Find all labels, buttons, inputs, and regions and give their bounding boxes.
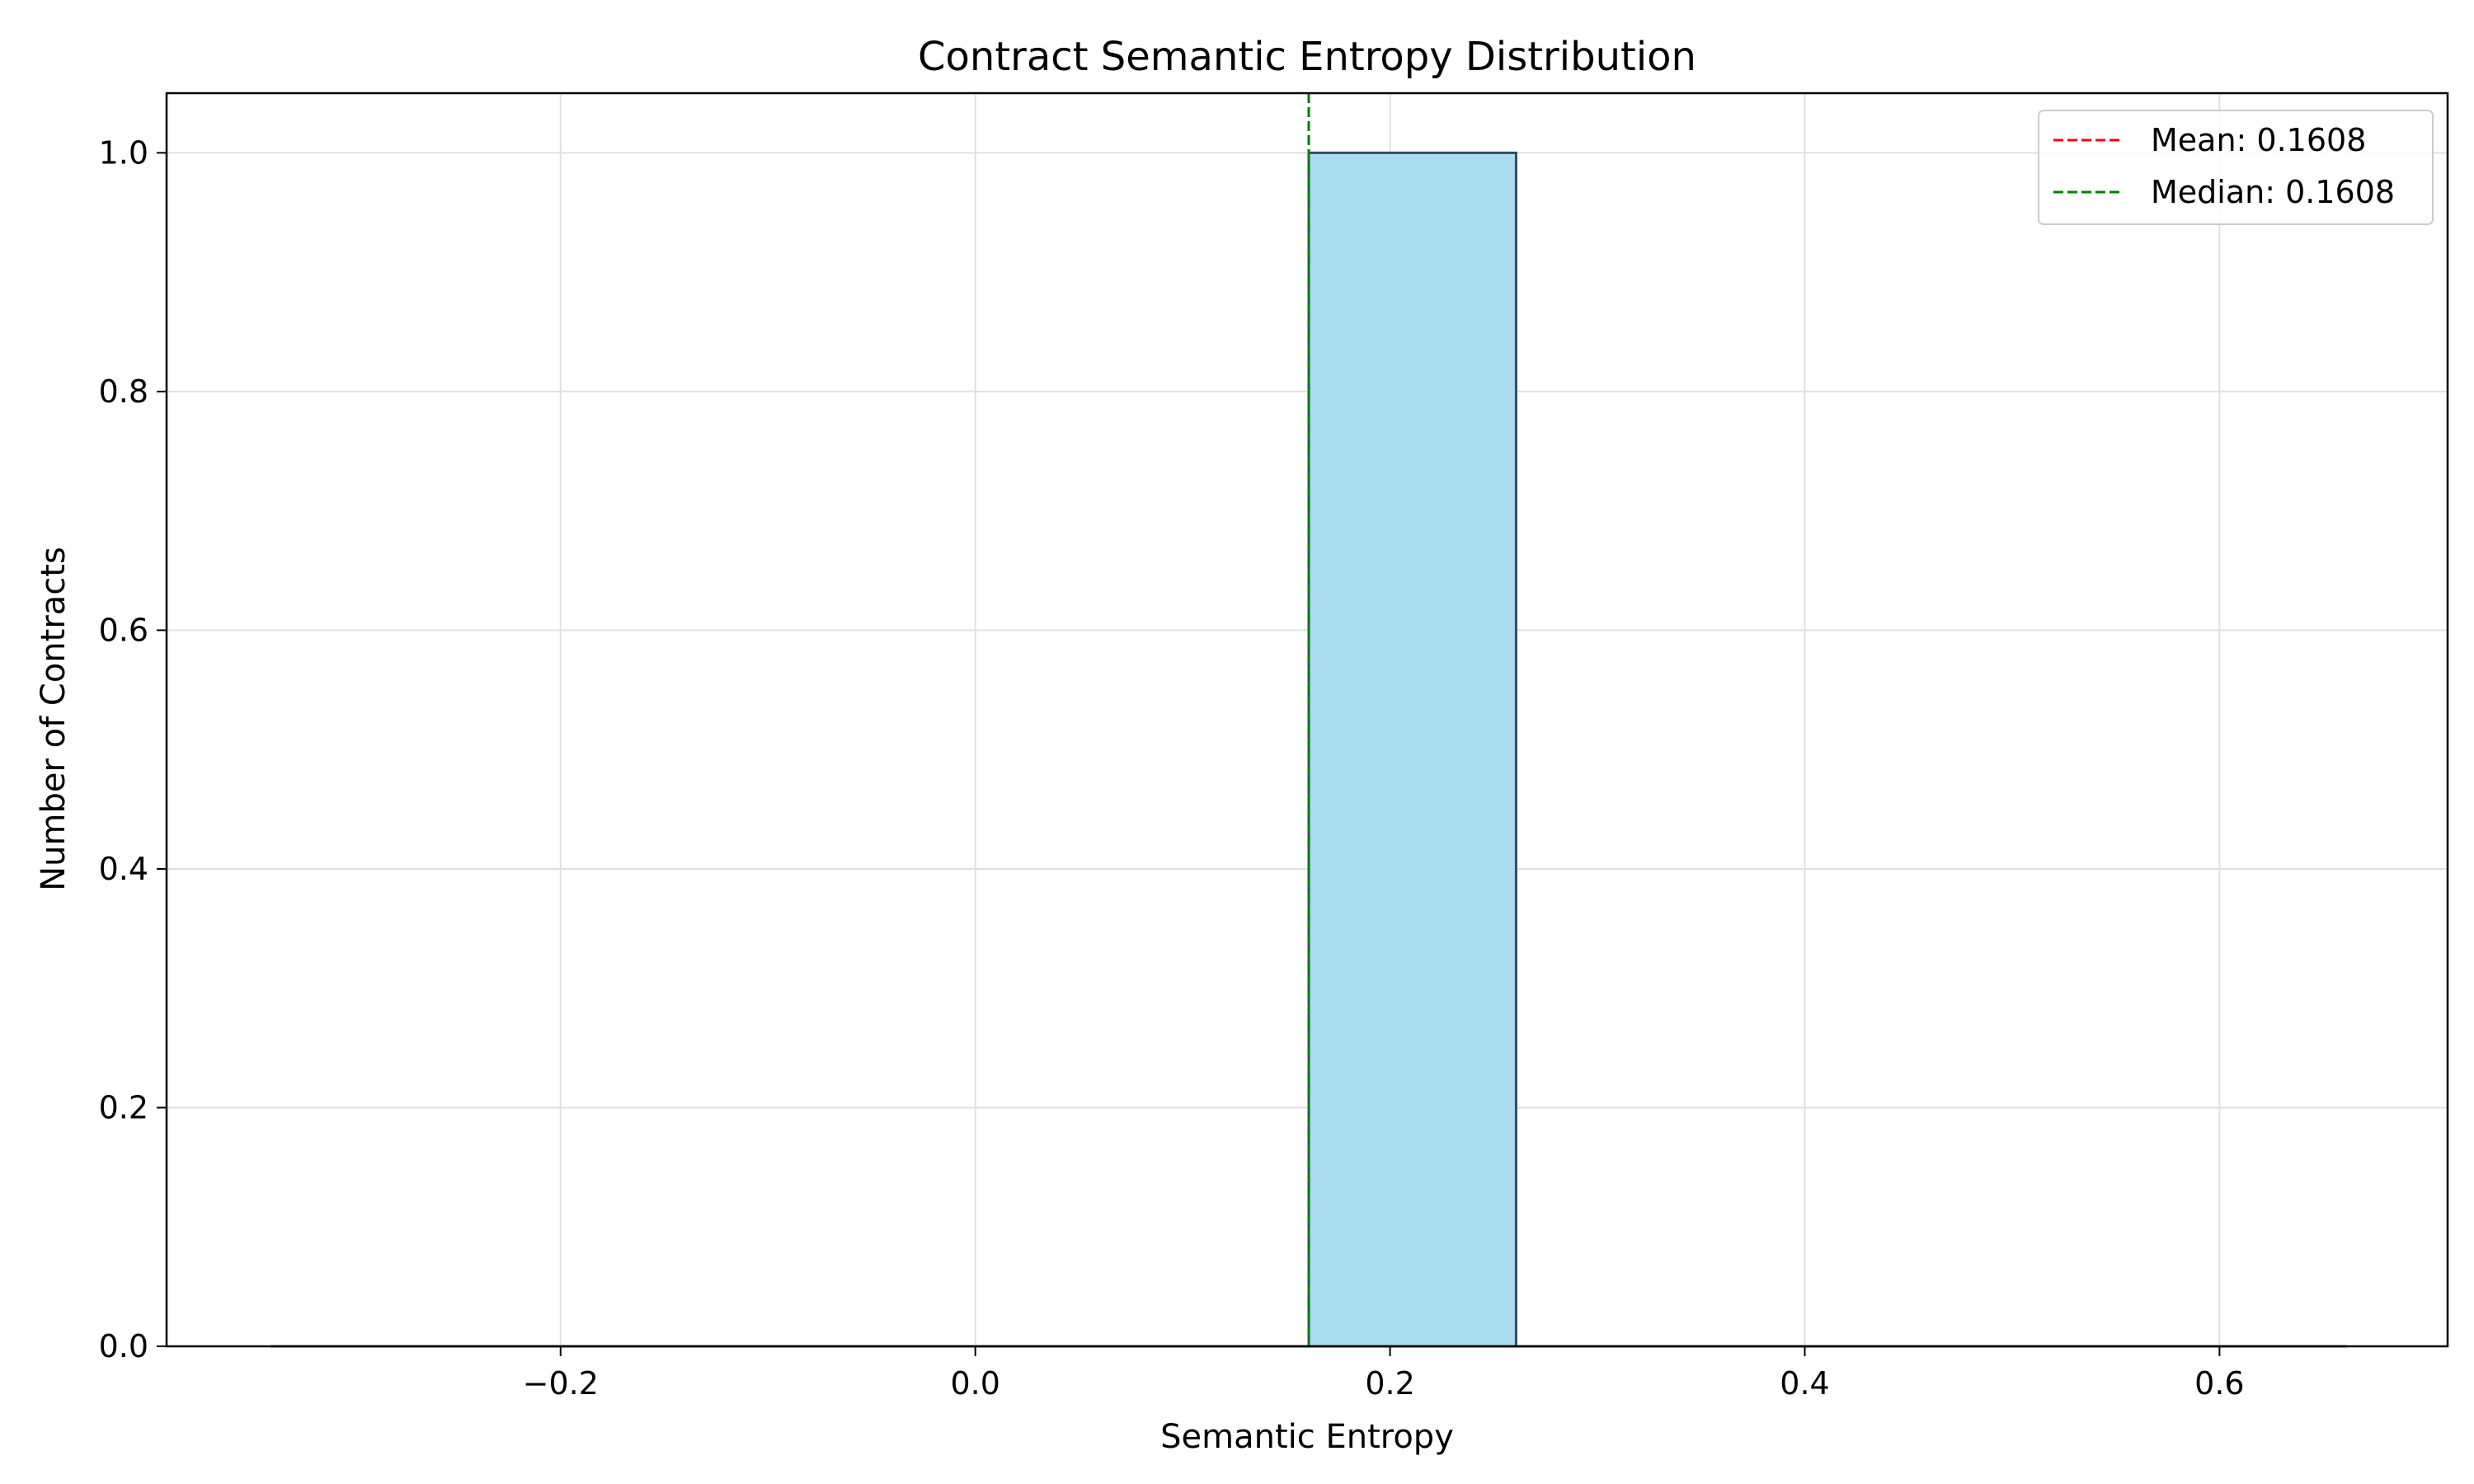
legend: Mean: 0.1608 Median: 0.1608 — [2038, 110, 2434, 225]
legend-mean-label: Mean: 0.1608 — [2151, 122, 2366, 158]
x-tick-label: −0.2 — [523, 1365, 599, 1402]
histogram-bar — [1307, 151, 1517, 1348]
x-tick-label: 0.4 — [1780, 1365, 1829, 1402]
x-axis-title: Semantic Entropy — [1160, 1418, 1454, 1456]
x-tick-label: 0.2 — [1365, 1365, 1414, 1402]
x-tick-label: 0.0 — [950, 1365, 999, 1402]
y-tick-label: 0.2 — [99, 1089, 148, 1125]
chart-title: Contract Semantic Entropy Distribution — [918, 34, 1696, 80]
ticks-layer: −0.2 0.0 0.2 0.4 0.6 0.0 0.2 0.4 0.6 0.8 1.0 — [99, 134, 2245, 1402]
y-tick-label: 0.4 — [99, 851, 148, 887]
plot-frame — [165, 92, 2449, 1348]
y-tick-label: 0.6 — [99, 612, 148, 648]
y-tick-label: 0.8 — [99, 373, 148, 410]
legend-median-label: Median: 0.1608 — [2151, 174, 2395, 210]
y-tick-label: 0.0 — [99, 1328, 148, 1364]
legend-box — [2038, 110, 2434, 225]
y-axis-title: Number of Contracts — [35, 547, 73, 891]
x-tick-label: 0.6 — [2194, 1365, 2244, 1402]
y-tick-label: 1.0 — [99, 134, 148, 171]
grid-layer — [167, 93, 2448, 1347]
